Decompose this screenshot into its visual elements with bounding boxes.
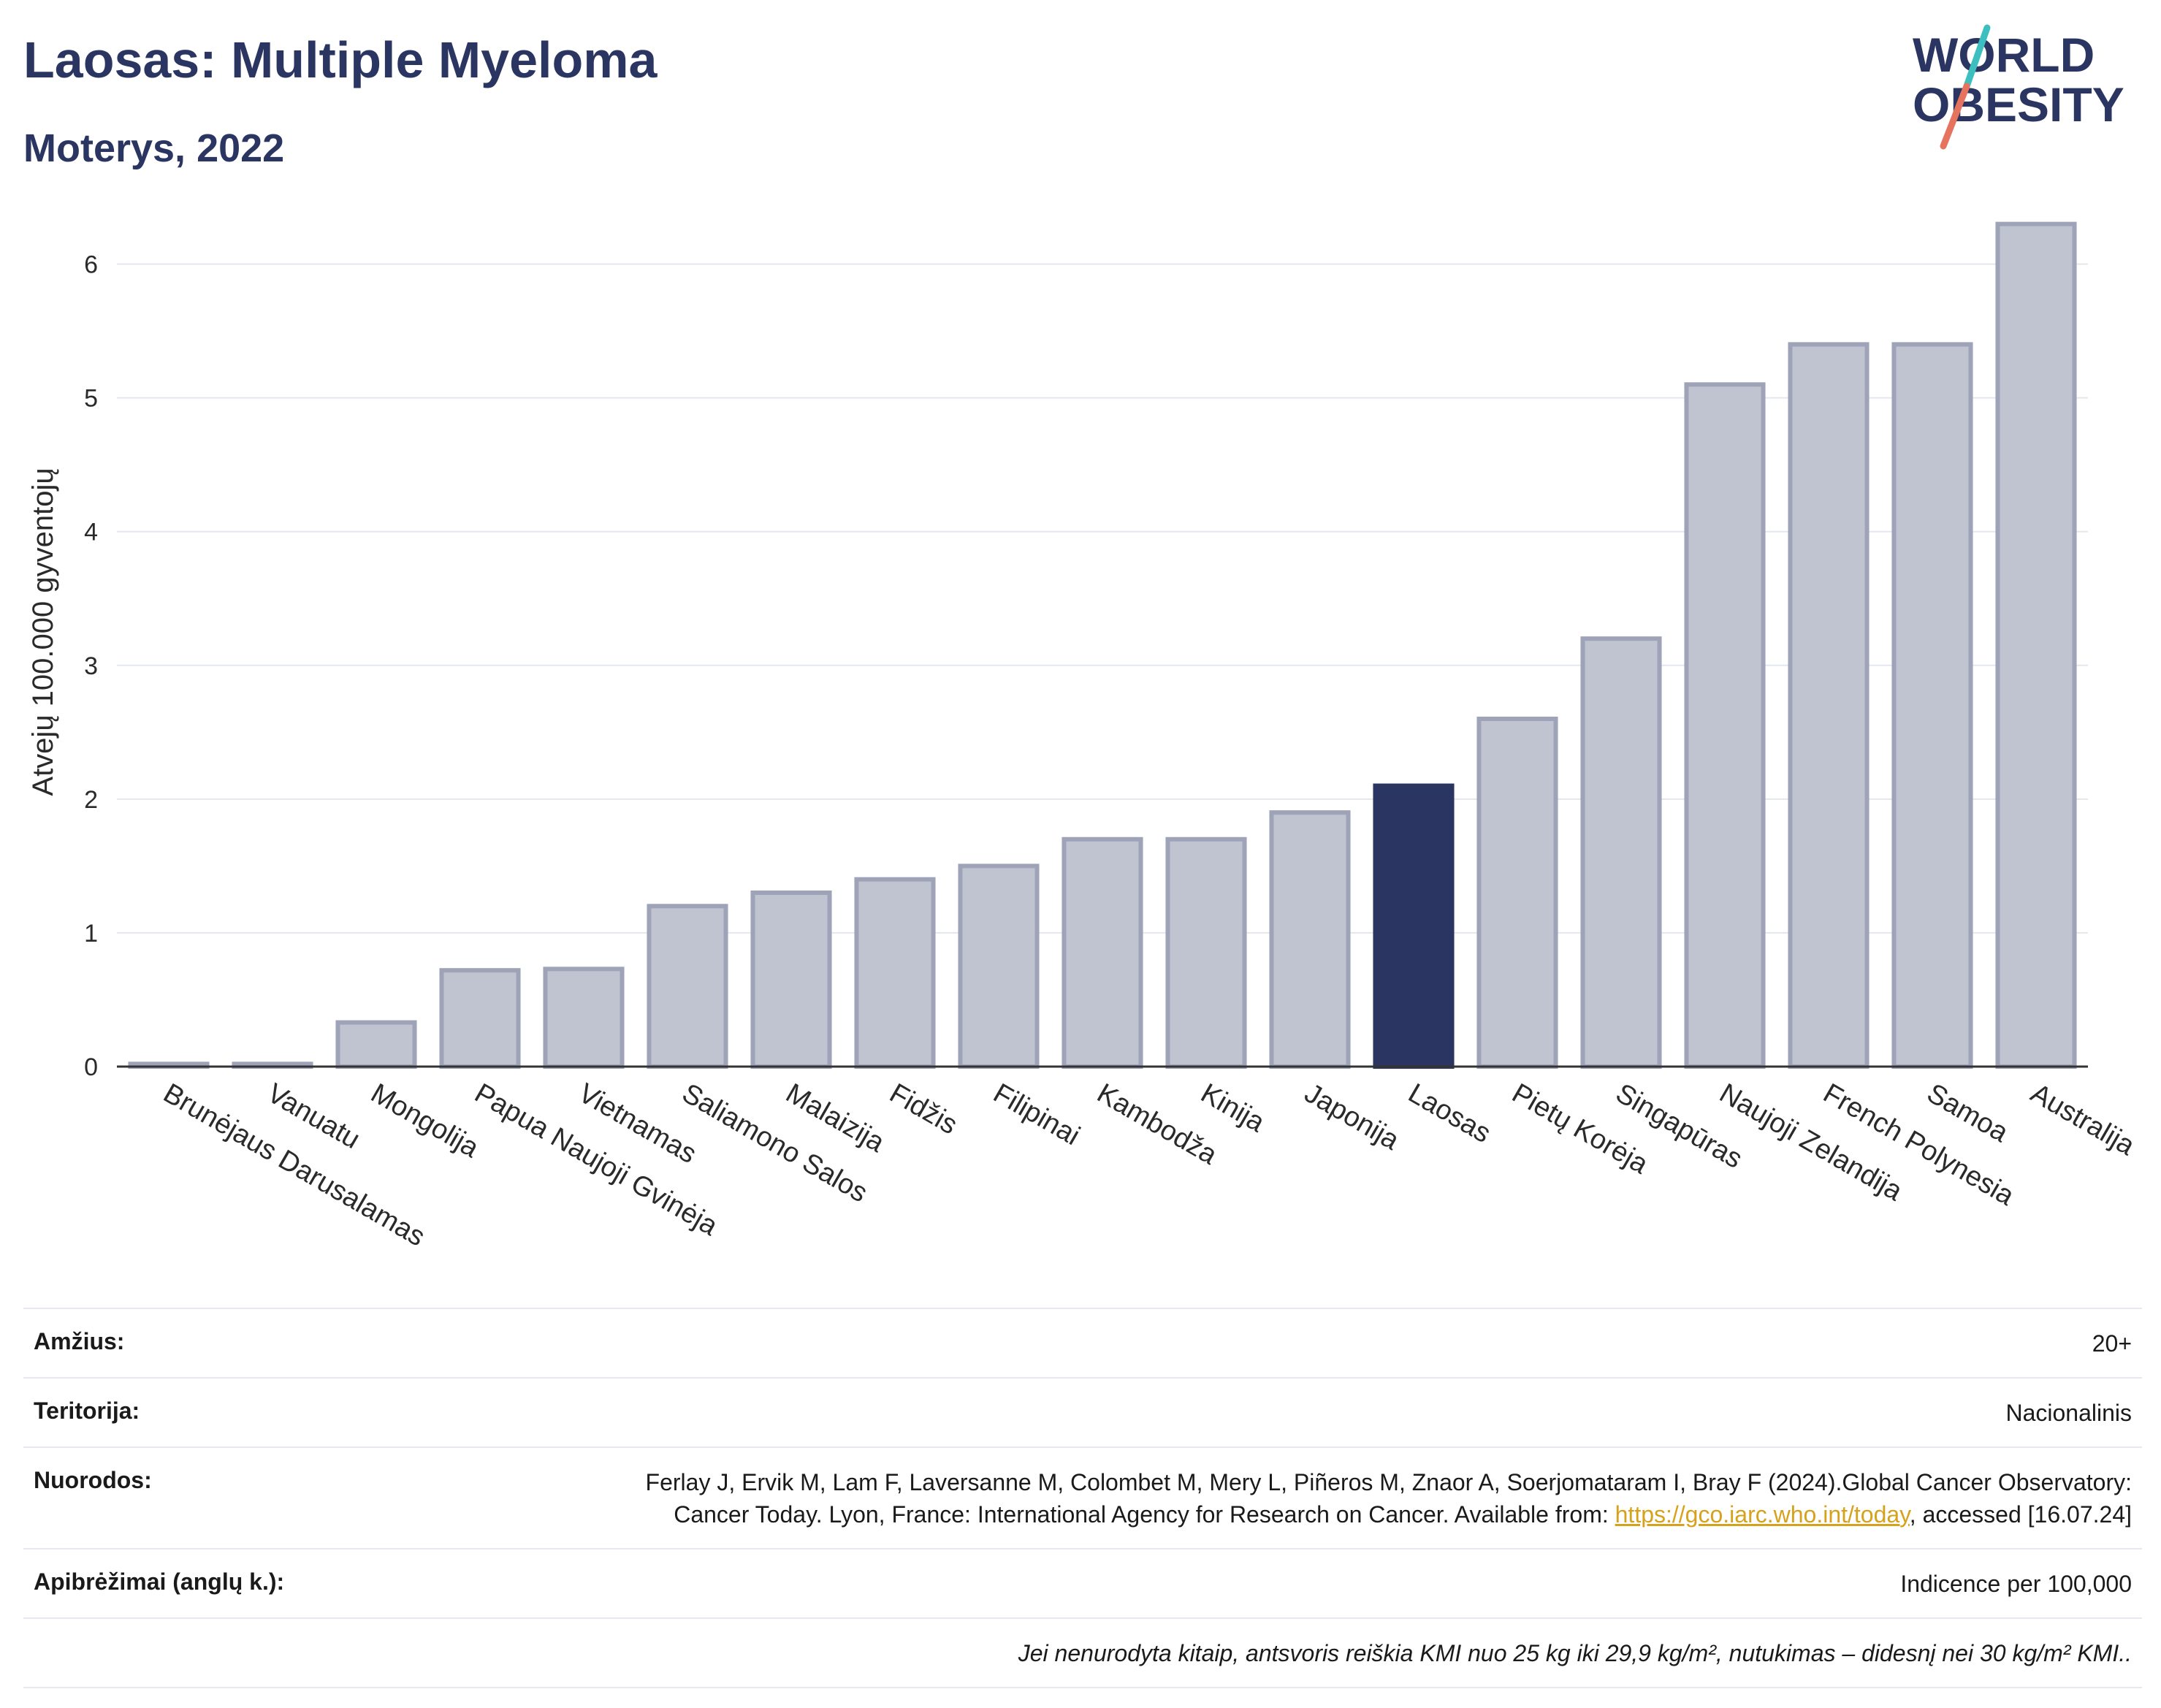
world-obesity-logo: WORLD OBESITY bbox=[1913, 24, 2124, 150]
y-tick-label: 6 bbox=[84, 251, 98, 279]
bar bbox=[958, 863, 1040, 1070]
y-tick-label: 1 bbox=[84, 920, 98, 948]
bar bbox=[1269, 810, 1351, 1069]
definitions-value: Indicence per 100,000 bbox=[1900, 1570, 2132, 1597]
y-axis-title: Atvejų 100.000 gyventojų bbox=[27, 468, 59, 796]
x-tick-label: Kinija bbox=[1196, 1078, 1270, 1138]
bars bbox=[128, 221, 2077, 1070]
x-tick-label: French Polynesia bbox=[1818, 1078, 2020, 1212]
info-table: Amžius: 20+ Teritorija: Nacionalinis Nuo… bbox=[23, 1308, 2142, 1689]
bar bbox=[1476, 717, 1558, 1069]
references-accessed: , accessed [16.07.24] bbox=[1909, 1501, 2132, 1528]
logo-word-obesity: OBESITY bbox=[1913, 77, 2124, 131]
chart-title: Laosas: Multiple Myeloma bbox=[23, 31, 658, 88]
info-row-note: Jei nenurodyta kitaip, antsvoris reiškia… bbox=[23, 1617, 2142, 1689]
references-label: Nuorodos: bbox=[34, 1467, 152, 1494]
y-tick-label: 2 bbox=[84, 786, 98, 814]
bar bbox=[1891, 342, 1973, 1069]
y-axis-ticks: 0 1 2 3 4 5 6 bbox=[84, 251, 98, 1081]
logo-slash-teal bbox=[1963, 24, 1991, 90]
bar bbox=[335, 1020, 417, 1069]
age-value: 20+ bbox=[2092, 1330, 2132, 1357]
bar bbox=[1684, 382, 1766, 1069]
references-link[interactable]: https://gco.iarc.who.int/today bbox=[1615, 1501, 1910, 1528]
x-tick-label: Fidžis bbox=[885, 1078, 963, 1140]
chart-subtitle: Moterys, 2022 bbox=[23, 126, 285, 170]
x-tick-label: Naujoji Zelandija bbox=[1715, 1078, 1908, 1207]
references-text: Ferlay J, Ervik M, Lam F, Laversanne M, … bbox=[645, 1469, 2132, 1528]
bar bbox=[854, 877, 936, 1069]
info-row-references: Nuorodos: Ferlay J, Ervik M, Lam F, Lave… bbox=[23, 1446, 2142, 1547]
bar bbox=[1788, 342, 1870, 1069]
bar bbox=[543, 967, 625, 1070]
age-label: Amžius: bbox=[34, 1328, 125, 1354]
bar bbox=[647, 904, 728, 1070]
bar bbox=[750, 891, 832, 1069]
bar bbox=[1995, 221, 2077, 1070]
info-row-territory: Teritorija: Nacionalinis bbox=[23, 1377, 2142, 1446]
bar-highlighted bbox=[1373, 783, 1455, 1069]
territory-label: Teritorija: bbox=[34, 1398, 140, 1425]
logo-word-world: WORLD bbox=[1913, 28, 2095, 82]
x-tick-label: Australija bbox=[2026, 1078, 2141, 1162]
y-tick-label: 4 bbox=[84, 519, 98, 546]
x-tick-label: Japonija bbox=[1300, 1078, 1405, 1156]
info-row-age: Amžius: 20+ bbox=[23, 1308, 2142, 1377]
logo-slash-coral bbox=[1940, 83, 1970, 150]
bar bbox=[439, 968, 521, 1069]
x-tick-label: Laosas bbox=[1403, 1078, 1496, 1149]
y-tick-label: 0 bbox=[84, 1053, 98, 1081]
definitions-label: Apibrėžimai (anglų k.): bbox=[34, 1568, 285, 1595]
y-tick-label: 3 bbox=[84, 652, 98, 680]
territory-value: Nacionalinis bbox=[2005, 1400, 2132, 1427]
info-row-definitions: Apibrėžimai (anglų k.): Indicence per 10… bbox=[23, 1547, 2142, 1617]
bar bbox=[1580, 636, 1662, 1069]
y-tick-label: 5 bbox=[84, 385, 98, 413]
footnote: Jei nenurodyta kitaip, antsvoris reiškia… bbox=[1018, 1639, 2132, 1666]
x-tick-label: Mongolija bbox=[366, 1078, 485, 1164]
bar bbox=[1062, 836, 1143, 1070]
references-value: Ferlay J, Ervik M, Lam F, Laversanne M, … bbox=[598, 1467, 2132, 1530]
x-tick-label: Saliamono Salos bbox=[677, 1078, 873, 1208]
x-tick-label: Filipinai bbox=[988, 1078, 1086, 1151]
bar bbox=[1165, 836, 1247, 1070]
